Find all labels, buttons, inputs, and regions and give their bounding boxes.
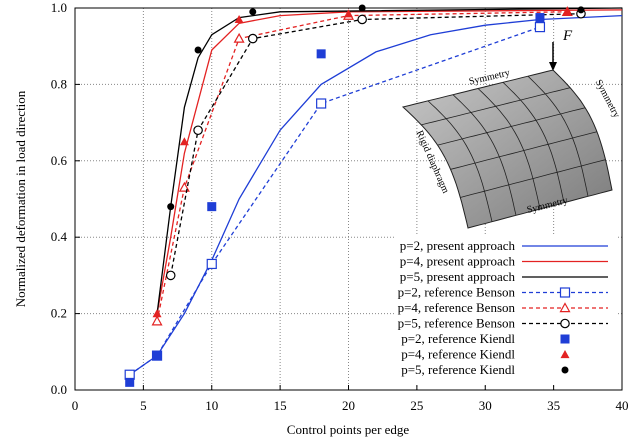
legend-label: p=5, reference Benson — [398, 316, 516, 331]
chart: Control points per edge Normalized defor… — [0, 0, 630, 443]
x-tick-label: 0 — [72, 398, 79, 413]
legend-label: p=4, present approach — [400, 254, 516, 269]
x-tick-label: 40 — [616, 398, 629, 413]
x-tick-label: 25 — [410, 398, 423, 413]
marker — [153, 351, 162, 360]
marker — [358, 15, 366, 23]
legend-marker — [562, 367, 569, 374]
marker — [535, 13, 544, 22]
legend-marker — [561, 319, 569, 327]
legend-label: p=2, present approach — [400, 238, 516, 253]
annotation: Symmetry — [593, 78, 622, 120]
y-tick-label: 0.8 — [51, 76, 67, 91]
y-tick-label: 1.0 — [51, 0, 67, 15]
legend-marker — [561, 288, 570, 297]
marker — [317, 49, 326, 58]
y-tick-label: 0.2 — [51, 306, 67, 321]
x-tick-label: 35 — [547, 398, 560, 413]
x-tick-label: 5 — [140, 398, 147, 413]
x-tick-label: 15 — [274, 398, 287, 413]
annotation: F — [562, 28, 573, 44]
legend-label: p=2, reference Kiendl — [401, 331, 515, 346]
marker — [249, 34, 257, 42]
y-axis-label: Normalized deformation in load direction — [13, 90, 28, 307]
legend-label: p=4, reference Benson — [398, 300, 516, 315]
marker — [249, 8, 256, 15]
legend-label: p=5, present approach — [400, 269, 516, 284]
legend-label: p=2, reference Benson — [398, 285, 516, 300]
marker — [317, 99, 326, 108]
y-tick-label: 0.0 — [51, 382, 67, 397]
marker — [235, 34, 244, 42]
marker — [125, 378, 134, 387]
page: Control points per edge Normalized defor… — [0, 0, 630, 443]
legend-label: p=4, reference Kiendl — [401, 347, 515, 362]
y-tick-label: 0.4 — [51, 229, 68, 244]
x-tick-label: 30 — [479, 398, 492, 413]
marker — [577, 6, 584, 13]
marker — [195, 47, 202, 54]
marker — [167, 203, 174, 210]
marker — [359, 5, 366, 12]
y-tick-label: 0.6 — [51, 153, 68, 168]
marker — [207, 202, 216, 211]
legend-marker — [561, 335, 570, 344]
marker — [167, 271, 175, 279]
marker — [194, 126, 202, 134]
x-tick-label: 10 — [205, 398, 218, 413]
x-axis-label: Control points per edge — [287, 422, 410, 437]
marker — [535, 23, 544, 32]
x-tick-label: 20 — [342, 398, 355, 413]
force-arrowhead — [549, 62, 557, 71]
marker — [207, 259, 216, 268]
legend-label: p=5, reference Kiendl — [401, 362, 515, 377]
marker — [153, 317, 162, 325]
shell-surface — [403, 70, 612, 228]
